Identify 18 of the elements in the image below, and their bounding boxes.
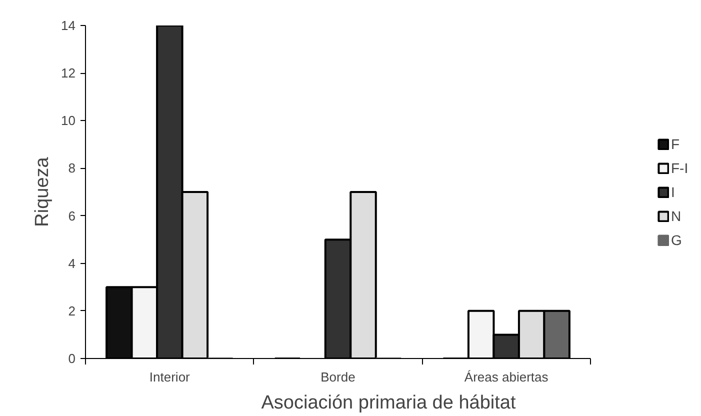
legend-label: I: [671, 184, 676, 200]
x-axis-title: Asociación primaria de hábitat: [261, 392, 516, 414]
x-tick-label: Borde: [320, 370, 356, 384]
y-tick-label: 6: [68, 208, 76, 224]
legend-label: F: [671, 136, 681, 152]
legend-label: N: [671, 208, 682, 224]
x-tick-label: Interior: [149, 370, 191, 384]
y-tick-label: 14: [61, 18, 76, 33]
y-tick-label: 0: [68, 351, 76, 366]
y-tick-label: 8: [68, 160, 76, 176]
legend-label: F-I: [671, 160, 690, 176]
y-tick-label: 2: [68, 303, 76, 318]
y-axis-title: Riqueza: [32, 156, 54, 227]
y-tick-label: 4: [68, 256, 76, 271]
y-tick-label: 12: [61, 66, 76, 81]
legend-label: G: [671, 232, 683, 248]
y-tick-label: 10: [61, 113, 76, 128]
x-tick-label: Áreas abiertas: [464, 370, 549, 384]
